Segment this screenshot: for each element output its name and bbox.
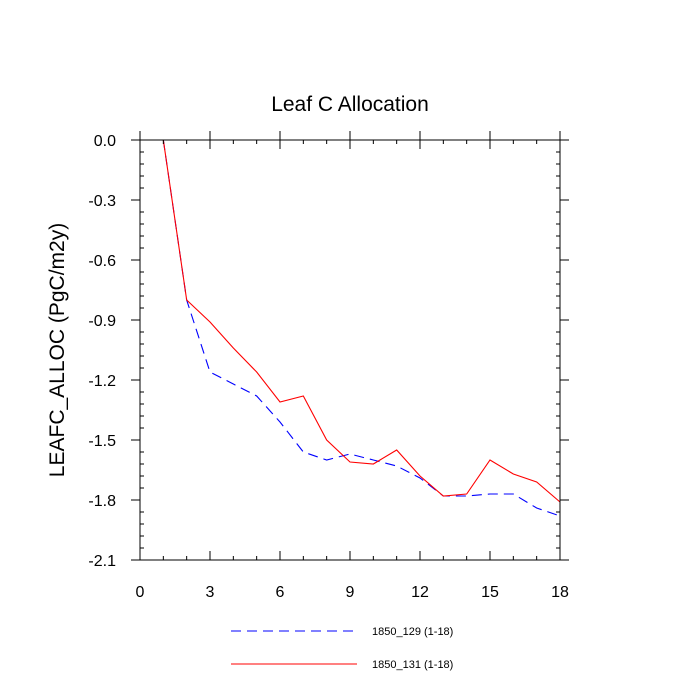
legend-label-1: 1850_129 (1-18) [372,626,453,638]
y-tick-label: -1.2 [88,373,116,390]
y-tick-label: -0.6 [88,253,116,270]
x-tick-label: 12 [411,584,429,601]
x-tick-label: 9 [346,584,355,601]
y-axis-label: LEAFC_ALLOC (PgC/m2y) [46,223,69,477]
y-tick-label: -0.9 [88,313,116,330]
y-tick-label: -1.5 [88,433,116,450]
y-tick-label: 0.0 [94,133,116,150]
series-group [162,139,561,517]
chart-title: Leaf C Allocation [271,93,429,116]
legend-label-2: 1850_131 (1-18) [372,659,453,671]
series-line-1 [162,139,561,517]
x-tick-label: 6 [276,584,285,601]
x-tick-label: 3 [206,584,215,601]
axes-group: 0 3 6 9 12 15 18 0.0 -0.3 -0.6 -0.9 -1.2 -1.5 -1.8 -2.… [88,131,569,601]
series-line-2 [162,139,561,503]
x-tick-label: 15 [481,584,499,601]
y-tick-label: -1.8 [88,493,116,510]
y-tick-label: -2.1 [88,553,116,570]
x-tick-label: 18 [551,584,569,601]
legend: 1850_129 (1-18) 1850_131 (1-18) [231,626,453,671]
x-tick-label: 0 [136,584,145,601]
y-tick-label: -0.3 [88,193,116,210]
